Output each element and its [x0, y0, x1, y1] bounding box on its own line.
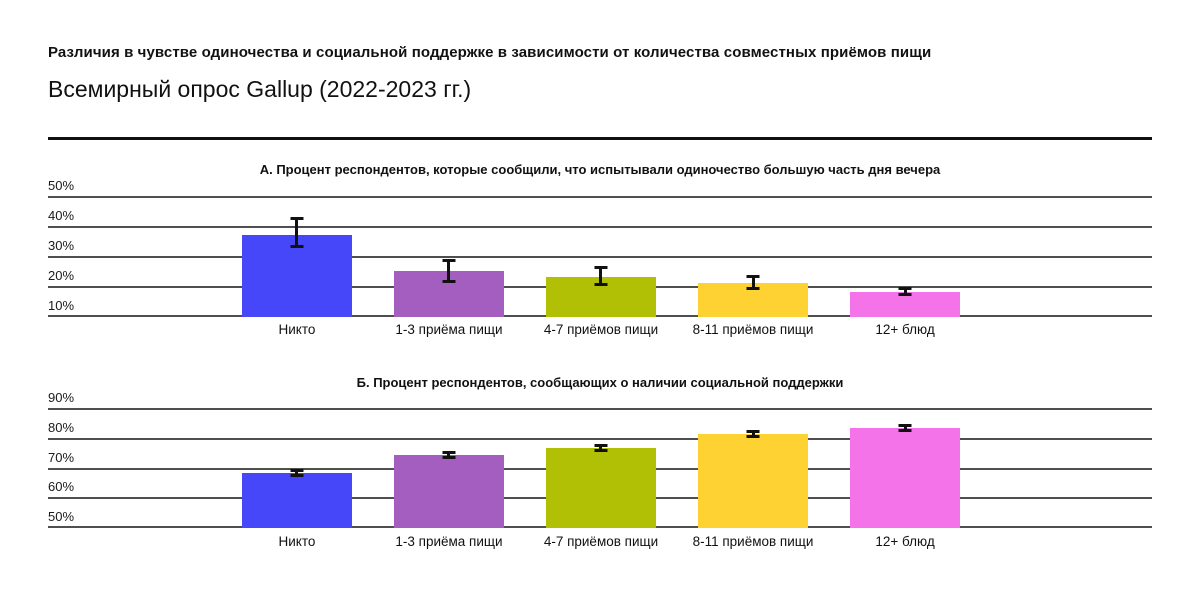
- y-tick-label: 90%: [48, 390, 75, 405]
- error-bar-stem: [599, 443, 603, 452]
- bar-2: [393, 455, 504, 528]
- y-tick-label: 80%: [48, 419, 75, 435]
- chart-title: Различия в чувстве одиночества и социаль…: [48, 44, 932, 61]
- error-bar-stem: [295, 468, 299, 477]
- gridline-40: [48, 226, 1152, 228]
- bar-5: [850, 428, 960, 528]
- x-tick-label: Никто: [278, 534, 316, 549]
- y-tick-label: 30%: [48, 238, 75, 253]
- error-bar-stem: [447, 450, 451, 459]
- error-bar-stem: [903, 287, 907, 296]
- y-tick-label: 50%: [48, 509, 75, 524]
- gridline-50: [48, 196, 1152, 198]
- gridline-80: [48, 437, 1152, 440]
- x-tick-label: 1-3 приёма пищи: [395, 322, 503, 337]
- error-bar-1: [290, 468, 304, 477]
- header-divider: [48, 137, 1152, 140]
- x-tick-label: 12+ блюд: [875, 322, 935, 337]
- y-tick-label: 10%: [48, 298, 75, 313]
- error-bar-stem: [295, 216, 299, 248]
- chart-subtitle: Всемирный опрос Gallup (2022-2023 гг.): [48, 76, 472, 102]
- error-bar-2: [442, 450, 456, 459]
- bar-3: [546, 447, 656, 528]
- error-bar-4: [746, 275, 760, 290]
- y-tick-label: 20%: [48, 268, 75, 283]
- panel-a-plot: 10% 20% 30% 40% 50%: [48, 178, 1152, 317]
- error-bar-stem: [447, 258, 451, 283]
- panel-a-title: А. Процент респондентов, которые сообщил…: [259, 162, 941, 177]
- x-tick-label: 4-7 приёмов пищи: [543, 322, 659, 337]
- x-tick-label: 1-3 приёма пищи: [395, 534, 503, 549]
- y-tick-label: 40%: [48, 208, 75, 223]
- error-bar-3: [594, 266, 608, 286]
- x-tick-label: 12+ блюд: [875, 534, 935, 549]
- panel-b-title: Б. Процент респондентов, сообщающих о на…: [356, 375, 844, 390]
- panel-b-x-axis: Никто 1-3 приёма пищи 4-7 приёмов пищи 8-11…: [48, 534, 1152, 552]
- error-bar-3: [594, 443, 608, 452]
- x-tick-label: 8-11 приёмов пищи: [692, 322, 814, 337]
- bar-4: [698, 434, 808, 528]
- y-tick-label: 50%: [48, 178, 75, 193]
- error-bar-1: [290, 216, 304, 248]
- bar-1: [241, 234, 352, 317]
- y-tick-label: 70%: [48, 449, 75, 465]
- error-bar-stem: [903, 424, 907, 432]
- gridline-30: [48, 256, 1152, 258]
- error-bar-5: [898, 424, 912, 433]
- error-bar-4: [746, 429, 760, 438]
- x-tick-label: 4-7 приёмов пищи: [543, 534, 659, 549]
- error-bar-2: [442, 258, 456, 283]
- error-bar-5: [898, 287, 912, 296]
- gridline-90: [48, 408, 1152, 410]
- y-tick-label: 60%: [48, 479, 75, 495]
- error-bar-stem: [599, 266, 603, 286]
- error-bar-stem: [751, 429, 755, 438]
- error-bar-stem: [751, 275, 755, 290]
- x-tick-label: 8-11 приёмов пищи: [692, 534, 814, 549]
- panel-a-x-axis: Никто 1-3 приёма пищи 4-7 приёмов пищи 8-11…: [48, 322, 1152, 340]
- x-tick-label: Никто: [278, 322, 316, 337]
- bar-1: [241, 472, 352, 528]
- panel-b-plot: 50% 60% 70% 80% 90%: [48, 390, 1152, 528]
